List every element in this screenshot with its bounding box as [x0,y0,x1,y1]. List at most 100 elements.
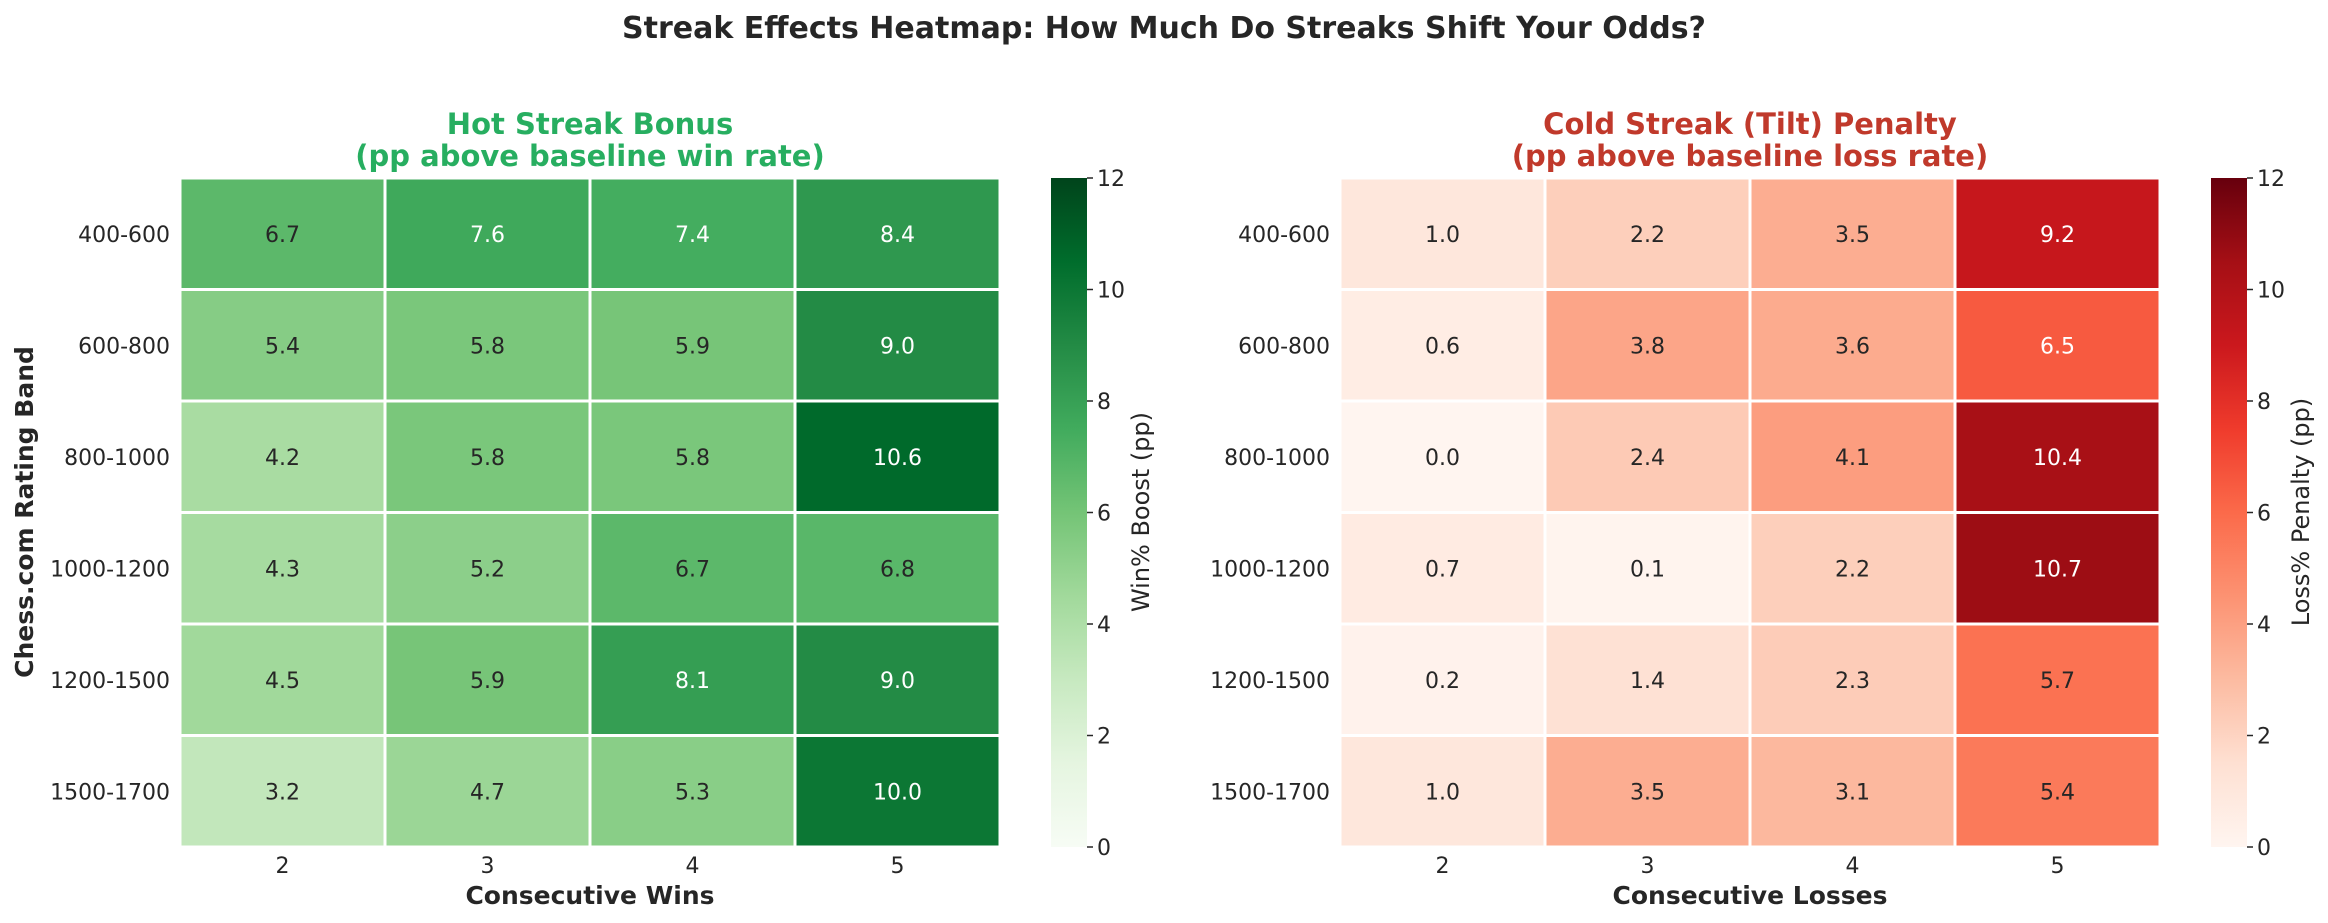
hot-cell-r5-c2 [588,734,797,849]
cold-cell-r0-c3 [1953,176,2162,291]
cold-cell-value-r4-c2: 2.3 [1835,669,1870,694]
hot-cell-value-r0-c0: 6.7 [265,223,300,248]
cold-cell-value-r5-c1: 3.5 [1630,780,1665,805]
cold-y-tick-1500-1700: 1500-1700 [1210,780,1330,805]
hot-cell-value-r3-c2: 6.7 [675,557,710,582]
cold-cell-r2-c3 [1953,399,2162,514]
cold-cell-value-r3-c1: 0.1 [1630,557,1665,582]
cold-y-tick-labels: 400-600 600-800 800-1000 1000-1200 1200-1500… [1210,223,1330,806]
cold-cell-value-r3-c3: 10.7 [2033,557,2082,582]
cold-colorbar-tick-2: 2 [2257,725,2271,750]
hot-cell-value-r5-c2: 5.3 [675,780,710,805]
cold-y-tick-400-600: 400-600 [1238,223,1330,248]
cold-colorbar-tick-12: 12 [2257,167,2285,192]
cold-cell-value-r2-c1: 2.4 [1630,446,1665,471]
hot-cell-r3-c1 [383,511,592,626]
hot-x-axis-label: Consecutive Wins [465,881,714,910]
hot-cell-r4-c3 [793,622,1002,737]
hot-cell-value-r0-c3: 8.4 [880,223,915,248]
hot-cell-r2-c1 [383,399,592,514]
cold-colorbar-label: Loss% Penalty (pp) [2287,398,2315,626]
cold-cell-r5-c2 [1748,734,1957,849]
cold-cell-value-r3-c0: 0.7 [1425,557,1460,582]
hot-cell-value-r2-c1: 5.8 [470,446,505,471]
cold-y-tick-1000-1200: 1000-1200 [1210,557,1330,582]
hot-y-tick-1500-1700: 1500-1700 [50,780,170,805]
hot-colorbar [1051,178,1087,847]
hot-cell-r0-c2 [588,176,797,291]
cold-cell-value-r0-c0: 1.0 [1425,223,1460,248]
hot-colorbar-tick-2: 2 [1097,725,1111,750]
hot-cell-value-r1-c2: 5.9 [675,334,710,359]
y-axis-label: Chess.com Rating Band [10,346,39,678]
hot-cell-value-r3-c0: 4.3 [265,557,300,582]
cold-x-tick-3: 3 [1641,854,1655,879]
cold-cell-value-r0-c1: 2.2 [1630,223,1665,248]
cold-cell-r5-c0 [1338,734,1547,849]
hot-x-tick-4: 4 [686,854,700,879]
hot-cell-value-r3-c1: 5.2 [470,557,505,582]
cold-x-tick-labels: 2 3 4 5 [1436,854,2065,879]
hot-cell-r1-c1 [383,288,592,403]
hot-cell-r5-c0 [178,734,387,849]
cold-cell-value-r1-c1: 3.8 [1630,334,1665,359]
hot-x-tick-labels: 2 3 4 5 [276,854,905,879]
cold-cell-r2-c0 [1338,399,1547,514]
hot-colorbar-ticks: 0 2 4 6 8 10 12 [1087,167,1125,861]
hot-x-tick-2: 2 [276,854,290,879]
hot-cell-value-r5-c1: 4.7 [470,780,505,805]
cold-panel-title-line1: Cold Streak (Tilt) Penalty [1543,107,1957,141]
hot-cell-value-r1-c1: 5.8 [470,334,505,359]
hot-x-tick-5: 5 [891,854,905,879]
hot-y-tick-400-600: 400-600 [78,223,170,248]
hot-colorbar-tick-8: 8 [1097,390,1111,415]
hot-colorbar-tick-6: 6 [1097,502,1111,527]
cold-cell-value-r5-c3: 5.4 [2040,780,2075,805]
cold-heatmap-cells: 1.0 2.2 3.5 9.2 0.6 3.8 3.6 6.5 0.0 2.4 4.1 10.4 0.7… [1338,176,2162,849]
cold-x-tick-5: 5 [2051,854,2065,879]
cold-cell-value-r2-c2: 4.1 [1835,446,1870,471]
hot-y-tick-1200-1500: 1200-1500 [50,669,170,694]
cold-colorbar-tick-10: 10 [2257,279,2285,304]
cold-x-axis-label: Consecutive Losses [1613,881,1888,910]
cold-y-tick-600-800: 600-800 [1238,334,1330,359]
hot-cell-r2-c3 [793,399,1002,514]
hot-cell-value-r5-c3: 10.0 [873,780,922,805]
cold-colorbar-tick-8: 8 [2257,390,2271,415]
cold-cell-value-r0-c3: 9.2 [2040,223,2075,248]
cold-cell-value-r1-c0: 0.6 [1425,334,1460,359]
hot-cell-value-r4-c3: 9.0 [880,669,915,694]
cold-y-tick-1200-1500: 1200-1500 [1210,669,1330,694]
cold-cell-r5-c3 [1953,734,2162,849]
cold-cell-value-r0-c2: 3.5 [1835,223,1870,248]
cold-cell-value-r4-c3: 5.7 [2040,669,2075,694]
cold-cell-value-r5-c0: 1.0 [1425,780,1460,805]
cold-colorbar-tick-0: 0 [2257,836,2271,861]
cold-cell-r4-c0 [1338,622,1547,737]
cold-cell-value-r3-c2: 2.2 [1835,557,1870,582]
cold-cell-value-r2-c0: 0.0 [1425,446,1460,471]
hot-cell-value-r4-c2: 8.1 [675,669,710,694]
hot-cell-r0-c3 [793,176,1002,291]
hot-cell-value-r1-c0: 5.4 [265,334,300,359]
hot-cell-value-r4-c1: 5.9 [470,669,505,694]
cold-cell-r2-c1 [1543,399,1752,514]
hot-cell-r0-c0 [178,176,387,291]
cold-colorbar-ticks: 0 2 4 6 8 10 12 [2247,167,2285,861]
cold-panel-title-line2: (pp above baseline loss rate) [1512,139,1988,173]
hot-colorbar-tick-0: 0 [1097,836,1111,861]
hot-cell-r0-c1 [383,176,592,291]
cold-cell-value-r1-c2: 3.6 [1835,334,1870,359]
hot-y-tick-1000-1200: 1000-1200 [50,557,170,582]
hot-panel-title-line2: (pp above baseline win rate) [355,139,824,173]
hot-colorbar-tick-10: 10 [1097,279,1125,304]
hot-cell-value-r2-c0: 4.2 [265,446,300,471]
hot-cell-value-r1-c3: 9.0 [880,334,915,359]
hot-cell-value-r5-c0: 3.2 [265,780,300,805]
cold-cell-value-r4-c1: 1.4 [1630,669,1665,694]
hot-cell-r3-c3 [793,511,1002,626]
cold-cell-r1-c1 [1543,288,1752,403]
cold-cell-value-r2-c3: 10.4 [2033,446,2082,471]
cold-x-tick-2: 2 [1436,854,1450,879]
hot-x-tick-3: 3 [481,854,495,879]
